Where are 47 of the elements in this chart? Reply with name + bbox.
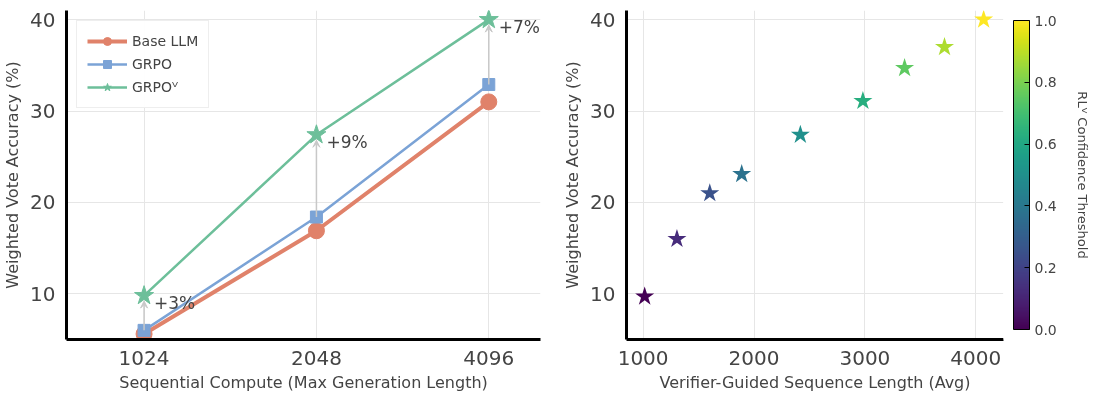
x-tick-label: 3000 bbox=[839, 345, 891, 370]
legend-label: GRPO bbox=[132, 56, 173, 72]
y-tick-label: 40 bbox=[590, 7, 616, 32]
point bbox=[935, 37, 955, 56]
y-tick-label: 30 bbox=[590, 99, 616, 124]
x-tick-label: 1000 bbox=[617, 345, 669, 370]
y-axis-title: Weighted Vote Accuracy (%) bbox=[563, 61, 583, 289]
point bbox=[306, 124, 327, 144]
y-tick-label: 40 bbox=[30, 7, 56, 32]
x-tick-label: 2000 bbox=[728, 345, 780, 370]
point bbox=[974, 10, 994, 28]
point bbox=[635, 286, 655, 305]
y-tick-label: 10 bbox=[30, 281, 56, 306]
annotation: +9% bbox=[326, 131, 368, 152]
point bbox=[853, 90, 873, 110]
legend-label: GRPOⱽ bbox=[132, 79, 179, 95]
point bbox=[667, 228, 687, 248]
color-bar-label: 0.0 bbox=[1034, 321, 1057, 338]
point bbox=[309, 210, 323, 224]
x-tick-label: 4000 bbox=[950, 345, 1002, 370]
y-axis-title: Weighted Vote Accuracy (%) bbox=[3, 61, 23, 289]
point bbox=[790, 124, 810, 143]
point bbox=[307, 222, 325, 240]
x-tick-label: 2048 bbox=[290, 345, 342, 370]
y-tick-label: 10 bbox=[590, 281, 616, 306]
y-tick-label: 20 bbox=[590, 190, 616, 215]
y-tick-label: 30 bbox=[30, 99, 56, 124]
y-tick-label: 20 bbox=[30, 190, 56, 215]
color-bar-label: 0.4 bbox=[1034, 197, 1057, 214]
color-bar-title: RLⱽ Confidence Threshold bbox=[1074, 91, 1090, 259]
color-bar-label: 0.2 bbox=[1034, 259, 1057, 276]
point bbox=[480, 93, 498, 111]
point bbox=[895, 58, 915, 77]
point bbox=[134, 285, 155, 305]
x-tick-label: 1024 bbox=[118, 345, 170, 370]
point bbox=[700, 183, 720, 202]
color-bar-label: 1.0 bbox=[1034, 12, 1057, 29]
x-tick-label: 4096 bbox=[463, 345, 515, 370]
point bbox=[732, 164, 752, 183]
legend-label: Base LLM bbox=[132, 33, 199, 49]
color-bar-label: 0.6 bbox=[1034, 136, 1057, 153]
annotation: +7% bbox=[498, 16, 541, 37]
x-axis-title: Sequential Compute (Max Generation Length) bbox=[119, 372, 488, 392]
x-axis-title: Verifier-Guided Sequence Length (Avg) bbox=[659, 372, 971, 392]
point bbox=[482, 78, 496, 92]
color-bar-label: 0.8 bbox=[1034, 74, 1057, 91]
point bbox=[478, 10, 499, 29]
